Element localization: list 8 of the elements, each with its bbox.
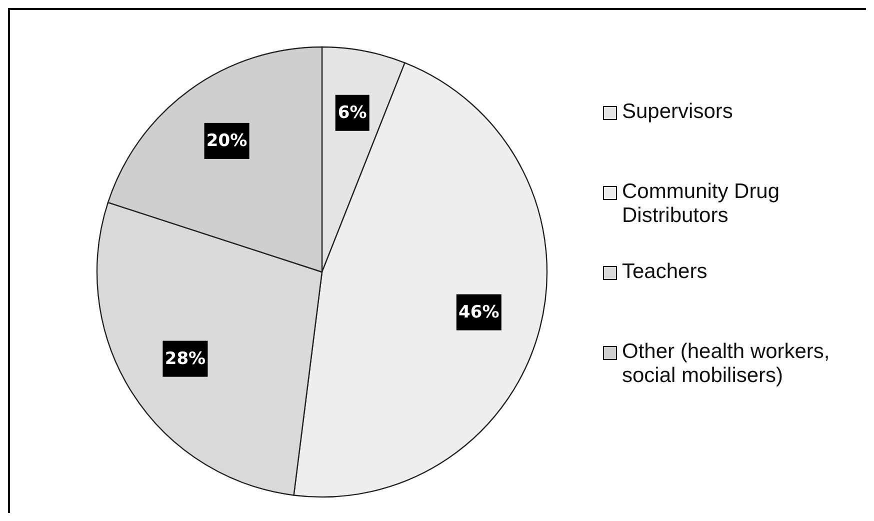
legend-label: Community Drug Distributors	[622, 180, 781, 228]
legend-label: Other (health workers, social mobilisers)	[622, 340, 831, 388]
legend-label: Teachers	[622, 260, 708, 284]
data-label: 28%	[164, 348, 206, 369]
data-label: 46%	[458, 302, 500, 322]
legend-label: Supervisors	[622, 100, 733, 124]
data-label: 20%	[206, 130, 248, 151]
data-label: 6%	[338, 102, 367, 123]
